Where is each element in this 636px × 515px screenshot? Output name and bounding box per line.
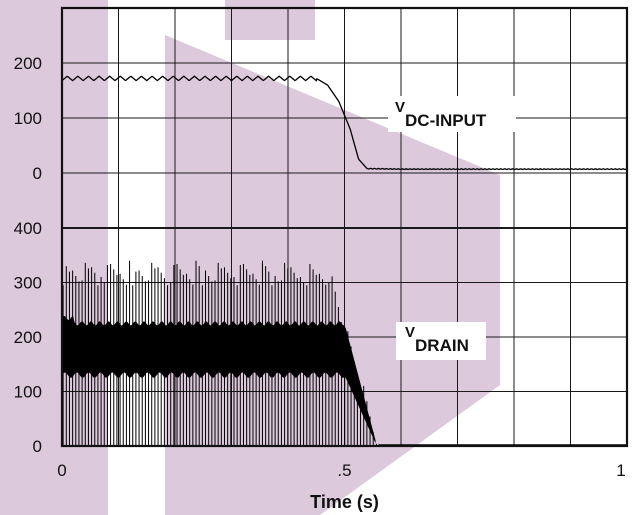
label-v-dc-input-sub: DC-INPUT: [405, 111, 487, 130]
label-v-drain-bg: [396, 322, 486, 360]
y-tick-label-lower: 400: [14, 219, 42, 238]
label-v-dc-input: VDC-INPUT: [388, 96, 516, 132]
label-v-drain: VDRAIN: [396, 322, 486, 360]
watermark-logo: [0, 0, 500, 515]
y-tick-labels: 200 100 0 400 300 200 100 0: [14, 54, 42, 456]
y-tick-label-upper: 0: [33, 164, 42, 183]
x-tick-labels: 0.5 1: [57, 461, 625, 480]
watermark-chevron: [165, 35, 500, 515]
watermark-top-tab: [225, 0, 315, 40]
svg-text:VDRAIN: VDRAIN: [405, 324, 469, 355]
plot-frame: [60, 6, 629, 448]
label-v-dc-input-bg: [388, 96, 516, 132]
x-tick-label: 1: [616, 461, 625, 480]
svg-text:VDC-INPUT: VDC-INPUT: [395, 99, 487, 130]
label-v-drain-main: V: [405, 324, 415, 341]
y-tick-label-lower: 100: [14, 383, 42, 402]
grid-lines: [62, 8, 627, 446]
x-tick-label: 0: [57, 461, 66, 480]
x-axis-label: Time (s): [310, 492, 379, 512]
y-tick-label-lower: 0: [33, 437, 42, 456]
y-tick-label-upper: 100: [14, 109, 42, 128]
plot-area: [60, 6, 629, 448]
y-tick-label-lower: 200: [14, 328, 42, 347]
trace-v-dc-input: [61, 75, 628, 171]
y-tick-label-upper: 200: [14, 54, 42, 73]
y-tick-label-lower: 300: [14, 274, 42, 293]
label-v-drain-sub: DRAIN: [415, 336, 469, 355]
watermark-left-bar: [0, 0, 108, 515]
x-tick-label: .5: [337, 461, 351, 480]
label-v-dc-input-main: V: [395, 99, 405, 116]
